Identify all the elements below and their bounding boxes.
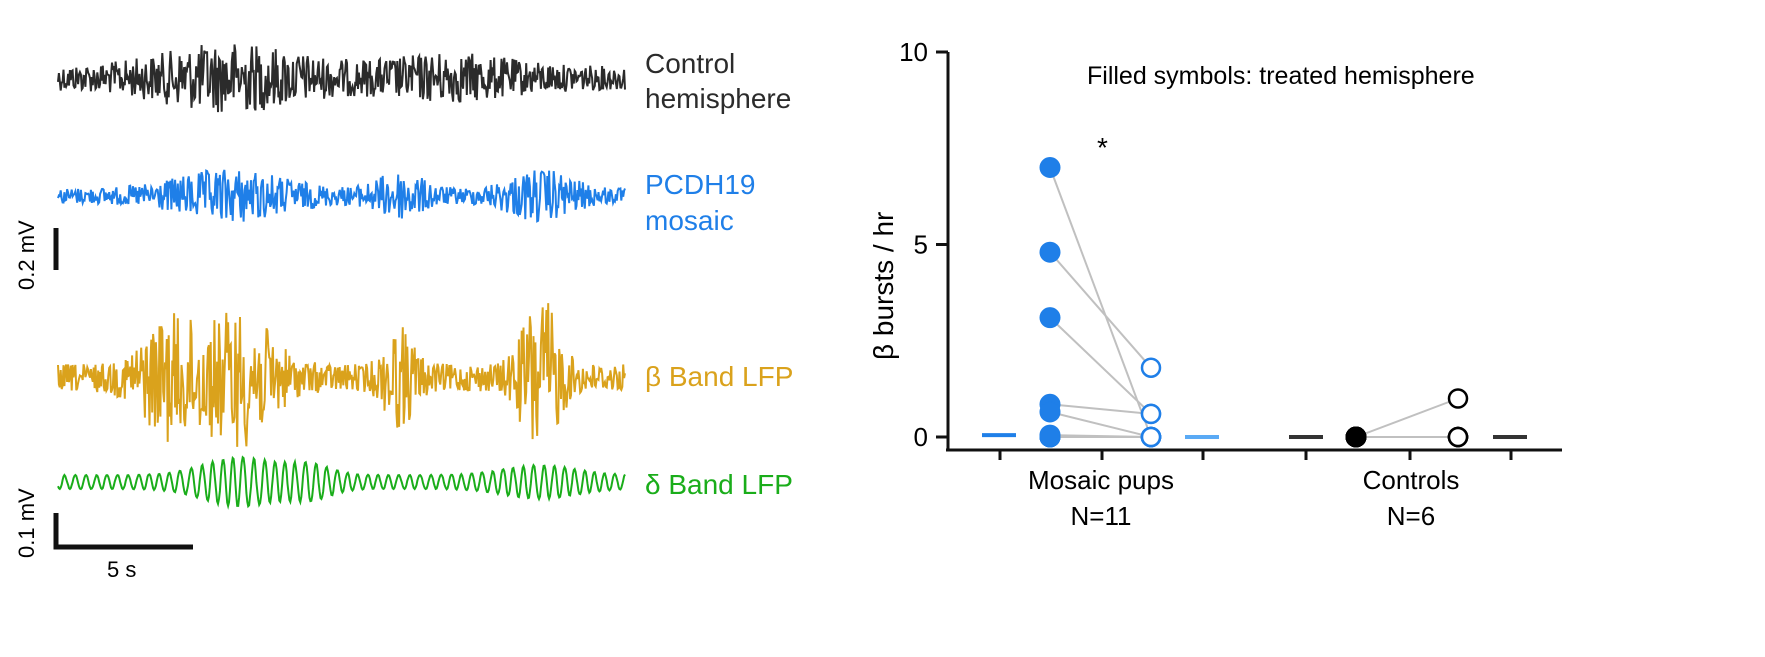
point-untreated-0-3 (1140, 403, 1162, 425)
group-label-controls: Controls (1363, 465, 1460, 495)
upper-voltage-scale-label: 0.2 mV (14, 220, 39, 290)
pcdh19-mosaic-trace (57, 169, 626, 223)
y-ticks: 0 5 10 (899, 37, 948, 452)
pair-line-1-0 (1355, 397, 1459, 438)
trace-label-beta: β Band LFP (645, 361, 793, 392)
group-n-mosaic: N=11 (1071, 501, 1132, 531)
group-n-controls: N=6 (1387, 501, 1435, 531)
pair-line-0-3 (1049, 403, 1152, 415)
delta-band-lfp-trace (57, 455, 626, 510)
y-axis-label: β bursts / hr (868, 212, 899, 360)
trace-label-delta: δ Band LFP (645, 469, 793, 500)
point-treated-0-2 (1039, 307, 1061, 329)
point-treated-0-4 (1039, 401, 1061, 423)
lower-scale-bar (53, 513, 193, 550)
trace-panel: Control hemisphere PCDH19 mosaic β Band … (14, 44, 793, 582)
point-untreated-1-0 (1447, 388, 1469, 409)
significance-marker: * (1097, 132, 1108, 163)
point-untreated-0-1 (1140, 357, 1162, 378)
trace-label-control-line2: hemisphere (645, 83, 791, 114)
control-hemisphere-trace (57, 44, 626, 113)
pair-line-0-4 (1049, 411, 1152, 438)
point-treated-0-0 (1039, 157, 1061, 178)
beta-band-lfp-trace (57, 303, 626, 447)
pair-line-0-1 (1049, 251, 1152, 369)
chart-annotation: Filled symbols: treated hemisphere (1087, 62, 1475, 90)
y-tick-label-0: 0 (914, 422, 928, 452)
chart-panel: 0 5 10 β bursts / hr Filled symbols: treat… (868, 37, 1562, 531)
group-label-mosaic: Mosaic pups (1028, 465, 1174, 495)
paired-lines (1049, 167, 1459, 438)
y-tick-label-1: 5 (914, 230, 928, 260)
point-treated-0-10 (1039, 426, 1061, 448)
time-scale-label: 5 s (107, 557, 136, 582)
x-ticks (998, 450, 1513, 460)
lower-voltage-scale-label: 0.1 mV (14, 488, 39, 558)
trace-label-control-line1: Control (645, 48, 735, 79)
pair-line-0-0 (1049, 167, 1152, 438)
pair-line-0-2 (1049, 316, 1152, 415)
trace-label-mosaic-line1: PCDH19 (645, 169, 755, 200)
point-untreated-0-10 (1140, 426, 1162, 448)
data-points (1039, 157, 1469, 448)
point-treated-0-1 (1039, 241, 1061, 263)
trace-label-mosaic-line2: mosaic (645, 205, 734, 236)
point-untreated-1-5 (1447, 426, 1469, 448)
point-treated-1-5 (1345, 426, 1367, 448)
median-bars (982, 433, 1527, 439)
y-tick-label-2: 10 (899, 37, 928, 67)
